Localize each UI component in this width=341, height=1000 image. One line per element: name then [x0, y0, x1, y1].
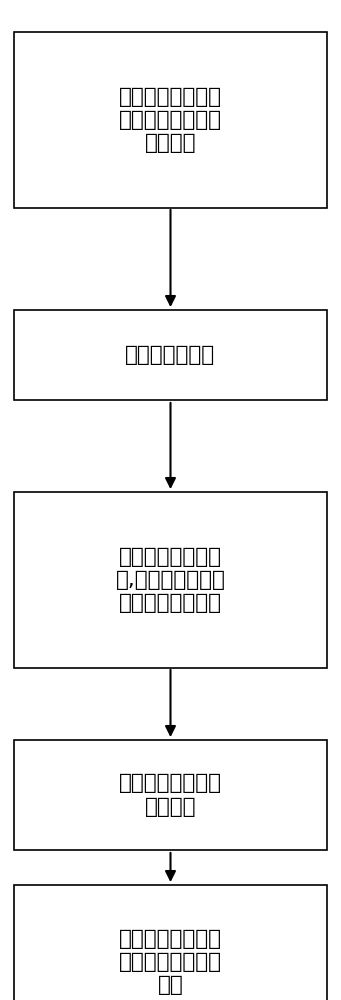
- Bar: [14, 740, 327, 850]
- Bar: [14, 310, 327, 400]
- Text: 在微波炉中辐照: 在微波炉中辐照: [125, 345, 216, 365]
- Text: 混合微波催化剂和
污染土壤: 混合微波催化剂和 污染土壤: [119, 773, 222, 817]
- Bar: [14, 492, 327, 668]
- Text: 抽滤分离，洗涤干
燥,煅烧，研磨沉淀
物制得微波催化剂: 抽滤分离，洗涤干 燥,煅烧，研磨沉淀 物制得微波催化剂: [116, 547, 225, 613]
- Text: 通入空气或氧气进
行微波反应，废气
回收: 通入空气或氧气进 行微波反应，废气 回收: [119, 929, 222, 995]
- Text: 将镁盐、铁盐和碱
溶液在去离子水溶
剂中混合: 将镁盐、铁盐和碱 溶液在去离子水溶 剂中混合: [119, 87, 222, 153]
- Bar: [14, 32, 327, 208]
- Bar: [14, 884, 327, 1000]
